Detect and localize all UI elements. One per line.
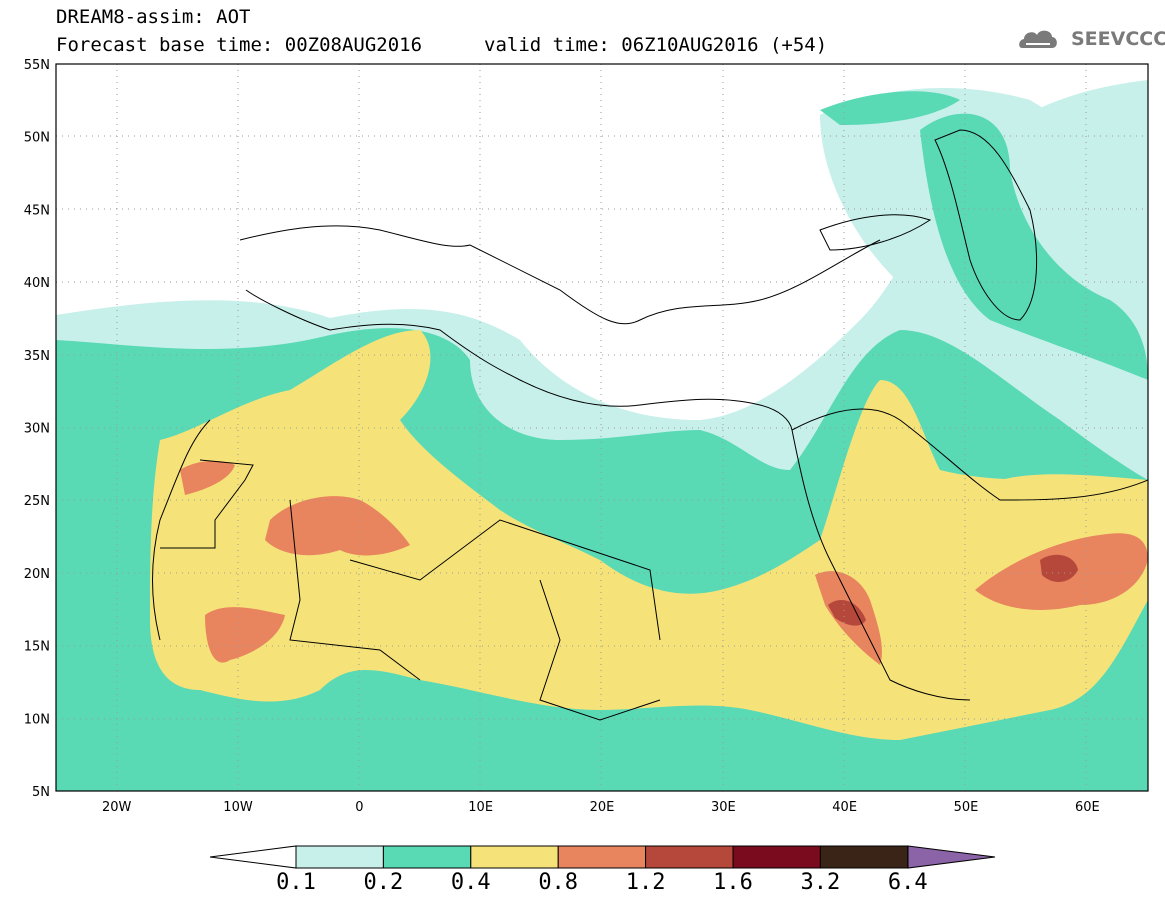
aot-contour-0-8-sahel	[205, 607, 285, 663]
lat-tick-label: 10N	[24, 712, 50, 727]
lon-tick-label: 0	[355, 800, 363, 815]
latitude-axis: 55N 50N 45N 40N 35N 30N 25N 20N 15N 10N 5N	[24, 58, 50, 800]
colorbar-swatch	[819, 845, 909, 869]
map-frame	[55, 63, 1149, 792]
aot-contour-0-8-westsahara	[180, 460, 235, 495]
lat-tick-label: 30N	[24, 422, 50, 437]
valid-time: valid time: 06Z10AUG2016 (+54)	[484, 34, 828, 56]
colorbar-swatch	[732, 845, 821, 869]
lat-tick-label: 20N	[24, 567, 50, 582]
model-title: DREAM8-assim: AOT	[56, 6, 251, 28]
aot-contour-0-4	[150, 330, 1148, 740]
colorbar-swatch	[382, 845, 472, 869]
aot-contour-0-8-sahara	[265, 496, 410, 556]
lat-tick-label: 25N	[24, 494, 50, 509]
colorbar	[209, 845, 996, 869]
colorbar-swatch	[295, 845, 384, 869]
aot-contour-0-2-caspian	[920, 113, 1148, 380]
forecast-base-time: Forecast base time: 00Z08AUG2016	[56, 34, 423, 56]
colorbar-label: 0.2	[363, 870, 404, 895]
lon-tick-label: 60E	[1075, 800, 1100, 815]
aot-contour-1-2-arabia	[1040, 554, 1078, 582]
lon-tick-label: 50E	[954, 800, 979, 815]
coastlines	[152, 129, 1148, 721]
colorbar-label: 0.1	[276, 870, 316, 895]
aot-contour-1-2-eritrea	[828, 600, 866, 626]
colorbar-swatch	[557, 845, 647, 869]
lat-tick-label: 5N	[32, 785, 50, 800]
lat-tick-label: 55N	[24, 58, 50, 73]
lat-tick-label: 40N	[24, 276, 50, 291]
longitude-axis: 20W 10W 0 10E 20E 30E 40E 50E 60E	[102, 800, 1100, 815]
lon-tick-label: 30E	[711, 800, 736, 815]
colorbar-label: 0.8	[538, 870, 579, 895]
lon-tick-label: 40E	[832, 800, 857, 815]
cloud-icon	[1019, 30, 1057, 48]
lon-tick-label: 10E	[468, 800, 493, 815]
lat-tick-label: 15N	[24, 640, 50, 655]
lon-tick-label: 20W	[102, 800, 132, 815]
lat-tick-label: 35N	[24, 349, 50, 364]
colorbar-lower-extension	[209, 845, 297, 869]
colorbar-label: 3.2	[800, 870, 841, 895]
lon-tick-label: 20E	[590, 800, 615, 815]
lon-tick-label: 10W	[223, 800, 253, 815]
colorbar-label: 6.4	[887, 870, 928, 895]
aot-contour-0-2-blacksea	[820, 91, 960, 125]
colorbar-upper-extension	[907, 845, 996, 869]
colorbar-swatch	[470, 845, 559, 869]
logo-text: SEEVCCC	[1071, 28, 1165, 50]
colorbar-swatch	[645, 845, 734, 869]
aot-field	[56, 64, 1148, 791]
colorbar-label: 0.4	[450, 870, 491, 895]
lat-tick-label: 45N	[24, 203, 50, 218]
colorbar-label: 1.2	[625, 870, 666, 895]
colorbar-label: 1.6	[713, 870, 753, 895]
lat-tick-label: 50N	[24, 131, 50, 146]
aot-contour-0-4-east	[1000, 474, 1148, 500]
